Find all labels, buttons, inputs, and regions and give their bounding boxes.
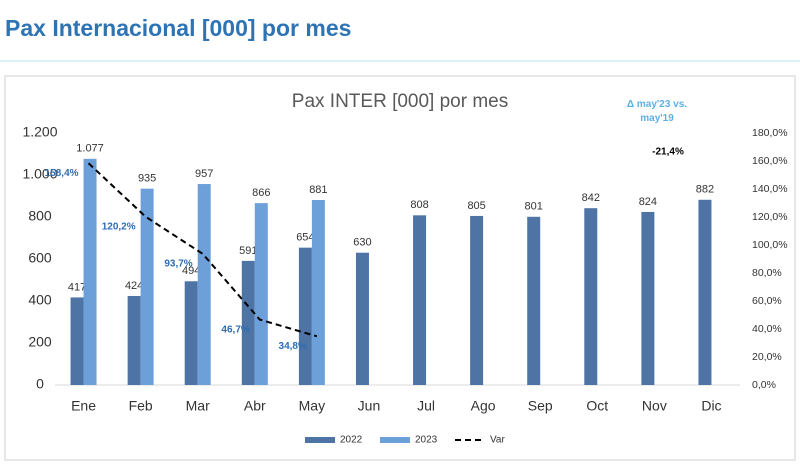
value-label: 494 [182,265,200,277]
value-label: 654 [296,232,314,244]
bar [311,199,325,385]
bar [70,297,84,385]
value-label: 34,8% [279,341,307,352]
bar [698,199,712,385]
bar [127,295,141,385]
y2-tick-label: 80,0% [752,267,782,279]
y-tick-label: 800 [28,208,52,224]
annotation: Δ may'23 vs. may'19 [627,99,687,124]
y-tick-label: 200 [28,334,52,350]
value-label: 93,7% [164,258,192,269]
y-tick-label: 600 [28,250,52,266]
legend-swatch [305,437,335,443]
chart-title: Pax INTER [000] por mes [292,91,508,112]
value-label: 158,4% [45,168,79,179]
page-title: Pax Internacional [000] por mes [5,15,351,41]
y2-tick-label: 180,0% [752,127,788,139]
y-tick-label: 400 [28,292,52,308]
x-tick-label: Jun [358,398,381,414]
value-label: 1.077 [76,143,104,155]
value-label: 957 [195,168,213,180]
value-label: 824 [639,196,657,208]
bar [83,158,97,385]
value-label: 935 [138,173,156,185]
value-label: 866 [252,187,270,199]
legend-label: Var [490,435,505,446]
x-tick-label: Feb [129,398,153,414]
bar [197,184,211,385]
value-label: 842 [582,192,600,204]
bar [413,215,427,385]
y2-tick-label: 0,0% [752,379,776,391]
x-tick-label: Sep [528,398,553,414]
y2-tick-label: 120,0% [752,211,788,223]
value-label: 801 [525,201,543,213]
y-tick-label: 1.000 [22,166,57,182]
y2-tick-label: 40,0% [752,323,782,335]
y2-tick-label: 20,0% [752,351,782,363]
bar [298,247,312,385]
x-tick-label: Jul [417,398,435,414]
y-tick-label: 1.200 [22,124,57,140]
value-label: 808 [410,199,428,211]
value-label: 630 [353,237,371,249]
bar [641,211,655,385]
legend-swatch [380,437,410,443]
value-label: 805 [467,200,485,212]
bar [184,281,198,385]
bar [355,252,369,385]
bar [241,260,255,385]
bar [140,188,154,385]
value-label: 882 [696,184,714,196]
x-tick-label: Dic [701,398,721,414]
value-label: 120,2% [102,221,136,232]
x-tick-label: Mar [186,398,210,414]
value-label: 881 [309,184,327,196]
bar [584,208,598,385]
x-tick-label: Oct [586,398,608,414]
legend-label: 2023 [415,435,438,446]
x-tick-label: Ene [71,398,96,414]
annotation: -21,4% [652,147,684,158]
y2-tick-label: 140,0% [752,183,788,195]
chart-frame [4,75,796,461]
bar [254,203,268,385]
x-tick-label: Abr [244,398,266,414]
value-label: 46,7% [221,324,249,335]
y2-tick-label: 160,0% [752,155,788,167]
x-tick-label: Nov [642,398,667,414]
value-label: 417 [68,281,86,293]
y-tick-label: 0 [36,376,44,392]
y2-tick-label: 100,0% [752,239,788,251]
value-label: 424 [125,280,143,292]
y2-tick-label: 60,0% [752,295,782,307]
bar [527,216,541,385]
legend-label: 2022 [340,435,363,446]
value-label: 591 [239,245,257,257]
x-tick-label: Ago [471,398,496,414]
bar [470,215,484,385]
x-tick-label: May [299,398,325,414]
line [87,162,318,338]
